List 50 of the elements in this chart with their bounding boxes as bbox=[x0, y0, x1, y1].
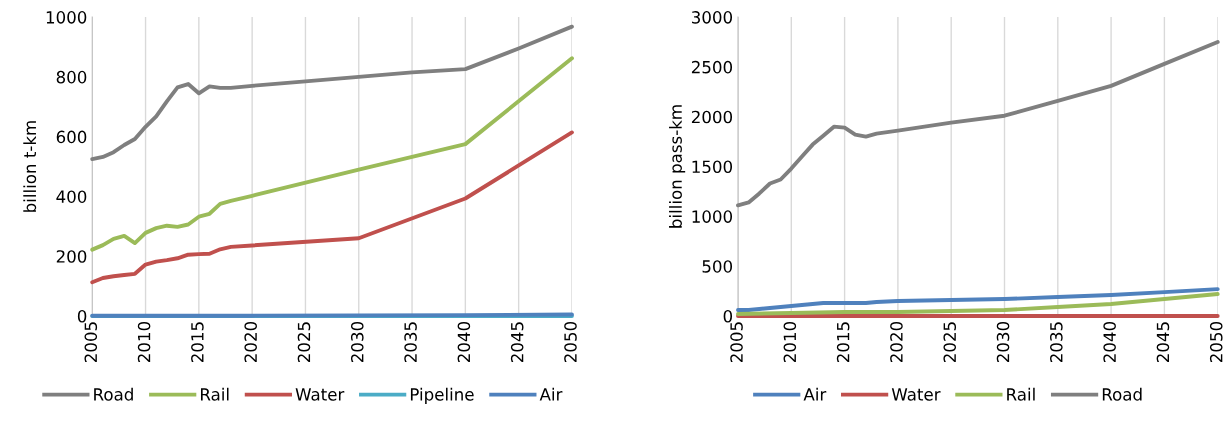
y-tick-label: 0 bbox=[77, 309, 87, 323]
y-tick-label: 1000 bbox=[692, 210, 733, 223]
y-axis-title: billion pass-km bbox=[669, 105, 686, 228]
x-tick-label: 2015 bbox=[836, 322, 850, 363]
legend-label: Air bbox=[803, 387, 827, 401]
line-series bbox=[736, 287, 1220, 312]
x-tick-label: 2040 bbox=[457, 321, 471, 363]
x-tick-label: 2040 bbox=[1103, 321, 1116, 363]
y-tick-label: 400 bbox=[56, 190, 87, 203]
legend-label: Water bbox=[295, 388, 345, 401]
x-tick-label: 2015 bbox=[191, 322, 204, 363]
y-tick-label: 0 bbox=[723, 309, 733, 323]
x-tick-label: 2025 bbox=[297, 322, 311, 363]
x-tick-label: 2030 bbox=[996, 321, 1010, 363]
y-tick-label: 200 bbox=[56, 250, 87, 263]
line-series bbox=[90, 24, 574, 162]
y-tick-label: 500 bbox=[702, 260, 733, 273]
line-series bbox=[736, 292, 1220, 316]
x-tick-label: 2005 bbox=[84, 322, 98, 363]
legend-label: Rail bbox=[1007, 387, 1035, 401]
line-series bbox=[736, 40, 1220, 208]
x-tick-label: 2025 bbox=[943, 322, 957, 363]
legend-label: Pipeline bbox=[410, 387, 474, 404]
legend-label: Rail bbox=[201, 387, 229, 401]
legend-label: Road bbox=[94, 387, 133, 401]
line-series bbox=[90, 56, 574, 252]
y-tick-label: 600 bbox=[56, 130, 87, 144]
x-tick-label: 2045 bbox=[510, 322, 524, 363]
legend-label: Air bbox=[539, 387, 563, 401]
y-tick-label: 1000 bbox=[46, 11, 87, 24]
legend-label: Water bbox=[891, 388, 941, 401]
x-tick-label: 2030 bbox=[350, 321, 364, 363]
y-tick-label: 1500 bbox=[692, 160, 733, 174]
y-tick-label: 3000 bbox=[691, 11, 733, 24]
x-tick-label: 2005 bbox=[730, 322, 743, 363]
y-axis-title: billion t-km bbox=[23, 121, 37, 212]
x-tick-label: 2020 bbox=[244, 321, 257, 363]
x-tick-label: 2050 bbox=[1209, 321, 1223, 363]
line-series bbox=[90, 130, 574, 285]
legend-label: Road bbox=[1102, 387, 1142, 401]
x-tick-label: 2050 bbox=[564, 321, 577, 363]
x-tick-label: 2010 bbox=[137, 321, 151, 363]
x-tick-label: 2010 bbox=[783, 321, 797, 363]
x-tick-label: 2035 bbox=[1050, 322, 1063, 363]
y-tick-label: 800 bbox=[56, 70, 87, 84]
y-tick-label: 2000 bbox=[691, 110, 733, 124]
x-tick-label: 2035 bbox=[404, 322, 417, 363]
x-tick-label: 2045 bbox=[1156, 322, 1170, 363]
x-tick-label: 2020 bbox=[890, 321, 903, 363]
y-tick-label: 2500 bbox=[691, 60, 733, 74]
